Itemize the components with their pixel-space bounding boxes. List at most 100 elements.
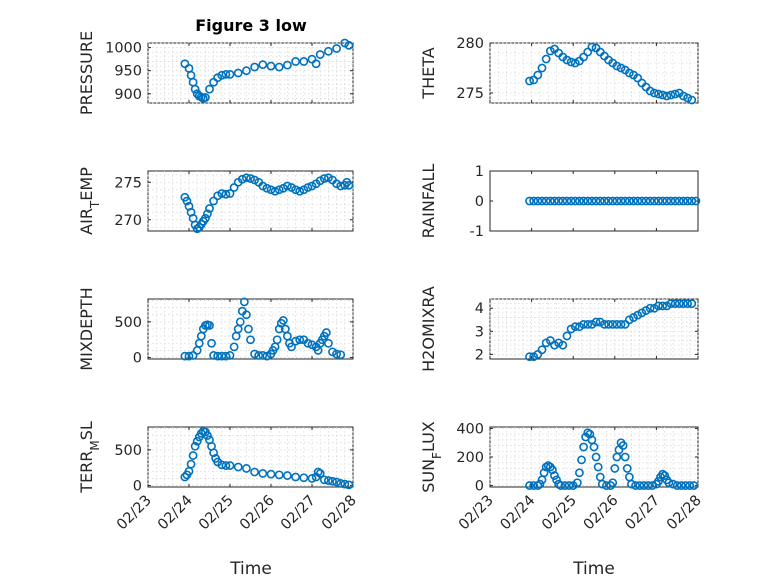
data-point (533, 70, 543, 80)
data-point (579, 319, 588, 329)
data-point (624, 196, 634, 206)
data-point (225, 351, 235, 360)
data-point (525, 76, 534, 86)
data-point (344, 40, 354, 50)
data-point (221, 351, 231, 361)
data-point (225, 69, 235, 79)
data-point (654, 89, 663, 99)
data-point (645, 196, 655, 206)
data-point (217, 189, 227, 198)
data-point (203, 209, 212, 219)
y-tick-label: 275 (114, 175, 142, 191)
data-point (554, 196, 564, 206)
data-point (190, 84, 200, 94)
x-tick-label: 02/25 (196, 493, 237, 534)
data-point (535, 479, 545, 489)
data-point (221, 461, 231, 470)
y-tick-label: 275 (456, 86, 484, 102)
data-point (303, 338, 313, 348)
x-tick-label: 02/27 (622, 493, 663, 534)
data-point (575, 196, 584, 206)
figure-title: Figure 3 low (195, 16, 307, 35)
data-point (233, 462, 243, 472)
y-tick-label: 0 (133, 351, 142, 367)
data-point (600, 196, 609, 206)
data-point (597, 479, 607, 489)
data-point (649, 196, 659, 206)
x-tick-label: 02/26 (237, 493, 278, 534)
x-tick-label: 02/27 (278, 493, 319, 534)
data-point (674, 299, 684, 309)
data-point (323, 46, 333, 56)
data-point (229, 342, 239, 352)
data-point (637, 196, 647, 206)
y-tick-label: 280 (456, 36, 484, 52)
data-point (649, 88, 659, 98)
panel-1: 900 950 1000 PRESSURE (77, 31, 354, 115)
data-point (539, 468, 549, 478)
data-point (525, 352, 534, 362)
data-point (266, 469, 276, 479)
data-point (575, 468, 584, 478)
data-point (336, 181, 346, 191)
data-point (537, 63, 547, 73)
data-point (291, 57, 300, 66)
y-tick-label: 0 (475, 479, 484, 495)
data-point (624, 68, 634, 78)
y-axis-label: RAINFALL (419, 164, 438, 239)
y-axis-label: PRESSURE (77, 31, 96, 115)
data-point (315, 469, 325, 478)
data-point (190, 441, 200, 451)
data-point (344, 480, 354, 490)
data-point (291, 472, 300, 482)
data-point (266, 185, 276, 195)
data-point (241, 66, 251, 76)
data-point (658, 90, 668, 100)
data-point (604, 319, 613, 329)
data-point (689, 481, 699, 490)
data-point (545, 46, 555, 56)
data-point (241, 310, 251, 320)
y-axis-label: H2OMIXRA (419, 286, 438, 372)
panel-5: 0 500 MIXDEPTH (77, 287, 354, 371)
data-point (664, 478, 674, 488)
data-point (295, 335, 305, 345)
data-point (246, 335, 255, 345)
data-point (579, 442, 588, 452)
y-tick-label: -1 (470, 224, 484, 240)
y-axis-label: SUNFLUX (419, 421, 444, 493)
data-point (225, 461, 235, 470)
data-point (639, 481, 649, 490)
data-point (679, 299, 688, 309)
data-point (328, 476, 337, 486)
data-point (323, 476, 333, 485)
data-point (570, 196, 580, 206)
data-point (612, 319, 622, 329)
y-axis-label: TERRMSL (77, 421, 102, 494)
data-point (658, 196, 668, 206)
data-point (332, 44, 341, 53)
data-point (209, 196, 218, 206)
data-point (213, 351, 223, 361)
data-point (589, 442, 599, 452)
x-tick-label: 02/25 (539, 493, 580, 534)
data-point (241, 173, 251, 183)
data-point (608, 478, 618, 488)
data-point (679, 91, 688, 101)
data-point (541, 196, 551, 206)
data-point (618, 441, 628, 450)
data-point (221, 189, 231, 199)
data-point (566, 57, 576, 67)
data-point (570, 322, 580, 332)
data-point (205, 204, 214, 213)
data-point (616, 63, 626, 73)
y-axis-label: MIXDEPTH (77, 287, 96, 370)
data-point (303, 183, 313, 192)
data-point (591, 317, 601, 327)
data-point (627, 479, 636, 489)
data-point (616, 196, 626, 206)
data-point (205, 321, 214, 330)
data-point (550, 471, 559, 480)
